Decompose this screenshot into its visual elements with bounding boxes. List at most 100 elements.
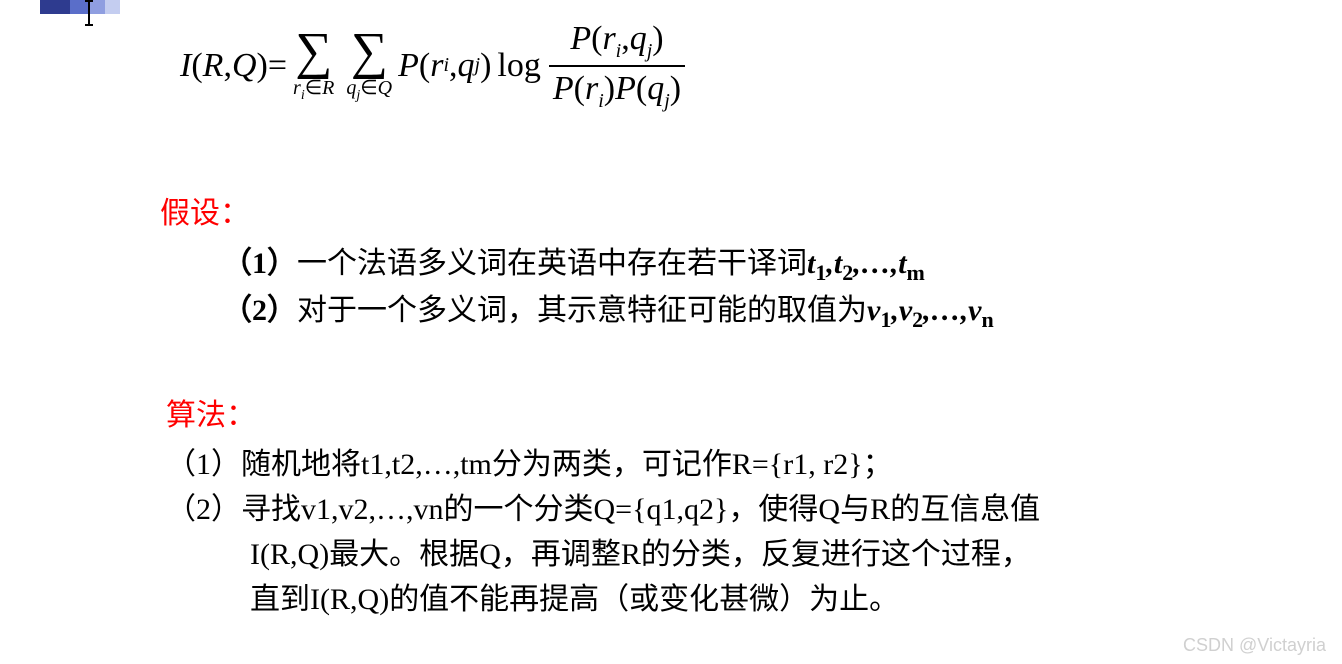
var-t: t [392,448,400,481]
comma: , [621,20,630,57]
comma: , [290,538,298,571]
sub-2: 2 [833,448,848,481]
P: P [570,20,591,57]
var-R: R [330,583,350,616]
sub-2: 2 [699,493,714,526]
item-number: （1） [166,448,241,481]
formula-paren: ( [191,47,202,85]
text: 随机地将 [241,448,361,481]
paren: ) [652,20,663,57]
paren: ( [574,70,585,107]
P: P [398,47,419,85]
comma: , [891,294,899,327]
var-Q: Q [594,493,616,526]
assumptions-list: （1）一个法语多义词在英语中存在若干译词t1,t2,…,tm （2）对于一个多义… [222,242,994,336]
fraction-bar [549,65,685,67]
sub-R: R [322,77,334,99]
algorithm-item-2: （2）寻找v1,v2,…,vn的一个分类Q={q1,q2}，使得Q与R的互信息值 [166,487,1040,532]
text: 直到 [250,583,310,616]
sub-2: 2 [354,493,369,526]
brace: ={ [752,448,783,481]
comma: , [677,493,685,526]
ellipsis: ,…, [923,294,968,327]
formula-comma: , [223,47,232,85]
ellipsis: ,…, [853,247,898,280]
algorithm-item-2-line2: I(R,Q)最大。根据Q，再调整R的分类，反复进行这个过程， [166,532,1040,577]
var-r: r [823,448,833,481]
sub-1: 1 [662,493,677,526]
formula-I: I [180,47,191,85]
var-Q: Q [298,538,320,571]
sub-n: n [429,493,444,526]
item-text: 一个法语多义词在英语中存在若干译词 [297,247,807,280]
sub-1: 1 [369,448,384,481]
algorithm-heading: 算法： [166,390,1040,434]
text: 最大。根据 [329,538,479,571]
algorithm-section: 算法： （1）随机地将t1,t2,…,tm分为两类，可记作R={r1, r2}；… [166,390,1040,622]
algorithm-list: （1）随机地将t1,t2,…,tm分为两类，可记作R={r1, r2}； （2）… [166,442,1040,622]
paren: ) [480,47,491,85]
paren: ( [636,70,647,107]
comma: , [331,493,339,526]
denominator: P(ri)P(qj) [549,70,685,112]
brace: ={ [615,493,646,526]
sum-subscript: qj∈Q [346,78,392,103]
text-cursor [88,0,90,26]
algorithm-item-2-line3: 直到I(R,Q)的值不能再提高（或变化甚微）为止。 [166,577,1040,622]
comma: , [384,448,392,481]
sub-2: 2 [842,260,853,285]
assumption-item-2: （2）对于一个多义词，其示意特征可能的取值为v1,v2,…,vn [222,289,994,336]
text: 的分类，反复进行这个过程， [641,538,1031,571]
r: r [430,47,443,85]
var-v: v [301,493,316,526]
text: 分为两类，可记作 [492,448,732,481]
var-R: R [270,538,290,571]
sub-r: r [293,77,301,99]
q: q [458,47,475,85]
deco-block [105,0,120,14]
comma: , [808,448,823,481]
var-t: t [834,247,842,280]
sub-in: ∈ [360,77,377,99]
comma: , [350,583,358,616]
sub-2: 2 [400,448,415,481]
sub-n: n [981,307,993,332]
paren: ( [320,583,330,616]
deco-block [70,0,90,14]
brace: } [714,493,728,526]
sub-m: m [469,448,492,481]
sub-Q: Q [378,77,392,99]
algorithm-item-1: （1）随机地将t1,t2,…,tm分为两类，可记作R={r1, r2}； [166,442,1040,487]
sub-q: q [346,77,356,99]
var-Q: Q [818,493,840,526]
item-number: （2） [222,294,297,327]
var-R: R [621,538,641,571]
paren: ) [604,70,615,107]
deco-block [90,0,105,14]
log: log [497,47,540,85]
item-number: （2） [166,493,241,526]
var-I: I [310,583,320,616]
q: q [630,20,647,57]
text: ，使得 [728,493,818,526]
sub-1: 1 [815,260,826,285]
text: 的值不能再提高（或变化甚微）为止。 [389,583,899,616]
sub-1: 1 [793,448,808,481]
sub-in: ∈ [305,77,322,99]
paren: ( [419,47,430,85]
var-R: R [870,493,890,526]
paren: ( [591,20,602,57]
fraction: P(ri,qj) P(ri)P(qj) [549,20,685,112]
var-v: v [968,294,981,327]
text: 与 [840,493,870,526]
watermark: CSDN @Victayria [1183,635,1326,656]
text: 寻找 [241,493,301,526]
sum-subscript: ri∈R [293,78,334,103]
item-number: （1） [222,247,297,280]
var-q: q [684,493,699,526]
var-t: t [460,448,468,481]
P: P [553,70,574,107]
item-text: 对于一个多义词，其示意特征可能的取值为 [297,294,867,327]
comma: , [826,247,834,280]
var-v: v [414,493,429,526]
